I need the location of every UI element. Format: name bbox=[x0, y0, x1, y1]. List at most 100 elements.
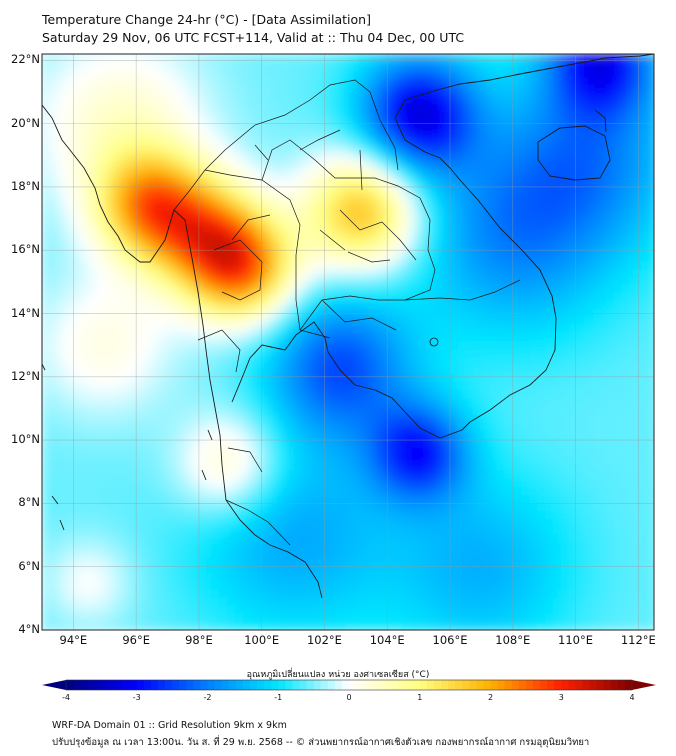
field-cell bbox=[82, 454, 91, 463]
field-cell bbox=[98, 222, 107, 231]
field-cell bbox=[458, 222, 467, 231]
field-cell bbox=[402, 262, 411, 271]
field-cell bbox=[194, 262, 203, 271]
field-cell bbox=[218, 166, 227, 175]
field-cell bbox=[290, 446, 299, 455]
field-cell bbox=[322, 478, 331, 487]
field-cell bbox=[42, 262, 51, 271]
field-cell bbox=[138, 70, 147, 79]
field-cell bbox=[474, 518, 483, 527]
field-cell bbox=[74, 142, 83, 151]
field-cell bbox=[98, 62, 107, 71]
field-cell bbox=[122, 278, 131, 287]
field-cell bbox=[50, 198, 59, 207]
field-cell bbox=[514, 350, 523, 359]
field-cell bbox=[418, 558, 427, 567]
field-cell bbox=[226, 86, 235, 95]
field-cell bbox=[506, 262, 515, 271]
field-cell bbox=[82, 422, 91, 431]
field-cell bbox=[82, 446, 91, 455]
field-cell bbox=[578, 86, 587, 95]
field-cell bbox=[186, 422, 195, 431]
field-cell bbox=[450, 254, 459, 263]
field-cell bbox=[450, 446, 459, 455]
field-cell bbox=[82, 534, 91, 543]
field-cell bbox=[442, 358, 451, 367]
field-cell bbox=[578, 326, 587, 335]
field-cell bbox=[570, 62, 579, 71]
field-cell bbox=[562, 94, 571, 103]
field-cell bbox=[410, 358, 419, 367]
field-cell bbox=[138, 406, 147, 415]
field-cell bbox=[562, 254, 571, 263]
field-cell bbox=[386, 278, 395, 287]
field-cell bbox=[346, 54, 355, 63]
field-cell bbox=[202, 102, 211, 111]
field-cell bbox=[490, 78, 499, 87]
field-cell bbox=[114, 334, 123, 343]
field-cell bbox=[570, 358, 579, 367]
field-cell bbox=[482, 294, 491, 303]
field-cell bbox=[546, 78, 555, 87]
field-cell bbox=[114, 158, 123, 167]
field-cell bbox=[170, 190, 179, 199]
field-cell bbox=[242, 414, 251, 423]
field-cell bbox=[138, 278, 147, 287]
field-cell bbox=[642, 342, 651, 351]
field-cell bbox=[570, 454, 579, 463]
field-cell bbox=[570, 94, 579, 103]
field-cell bbox=[106, 542, 115, 551]
field-cell bbox=[554, 518, 563, 527]
field-cell bbox=[330, 142, 339, 151]
field-cell bbox=[258, 390, 267, 399]
field-cell bbox=[610, 350, 619, 359]
field-cell bbox=[458, 230, 467, 239]
field-cell bbox=[498, 62, 507, 71]
field-cell bbox=[578, 166, 587, 175]
field-cell bbox=[618, 174, 627, 183]
field-cell bbox=[386, 510, 395, 519]
field-cell bbox=[346, 158, 355, 167]
field-cell bbox=[162, 390, 171, 399]
field-cell bbox=[578, 118, 587, 127]
field-cell bbox=[434, 286, 443, 295]
field-cell bbox=[522, 406, 531, 415]
field-cell bbox=[194, 342, 203, 351]
field-cell bbox=[594, 166, 603, 175]
field-cell bbox=[330, 206, 339, 215]
field-cell bbox=[578, 198, 587, 207]
field-cell bbox=[410, 350, 419, 359]
field-cell bbox=[210, 206, 219, 215]
field-cell bbox=[162, 166, 171, 175]
field-cell bbox=[434, 254, 443, 263]
field-cell bbox=[242, 502, 251, 511]
field-cell bbox=[362, 350, 371, 359]
field-cell bbox=[602, 238, 611, 247]
field-cell bbox=[170, 470, 179, 479]
field-cell bbox=[98, 278, 107, 287]
field-cell bbox=[202, 206, 211, 215]
field-cell bbox=[138, 510, 147, 519]
field-cell bbox=[570, 550, 579, 559]
field-cell bbox=[178, 86, 187, 95]
field-cell bbox=[42, 286, 51, 295]
field-cell bbox=[442, 54, 451, 63]
field-cell bbox=[202, 550, 211, 559]
field-cell bbox=[82, 486, 91, 495]
field-cell bbox=[594, 94, 603, 103]
field-cell bbox=[58, 254, 67, 263]
field-cell bbox=[130, 566, 139, 575]
field-cell bbox=[386, 190, 395, 199]
field-cell bbox=[586, 398, 595, 407]
field-cell bbox=[418, 166, 427, 175]
field-cell bbox=[74, 534, 83, 543]
field-cell bbox=[122, 350, 131, 359]
field-cell bbox=[170, 566, 179, 575]
field-cell bbox=[202, 382, 211, 391]
field-cell bbox=[258, 238, 267, 247]
field-cell bbox=[650, 494, 654, 503]
field-cell bbox=[466, 254, 475, 263]
field-cell bbox=[434, 198, 443, 207]
field-cell bbox=[426, 206, 435, 215]
field-cell bbox=[498, 478, 507, 487]
